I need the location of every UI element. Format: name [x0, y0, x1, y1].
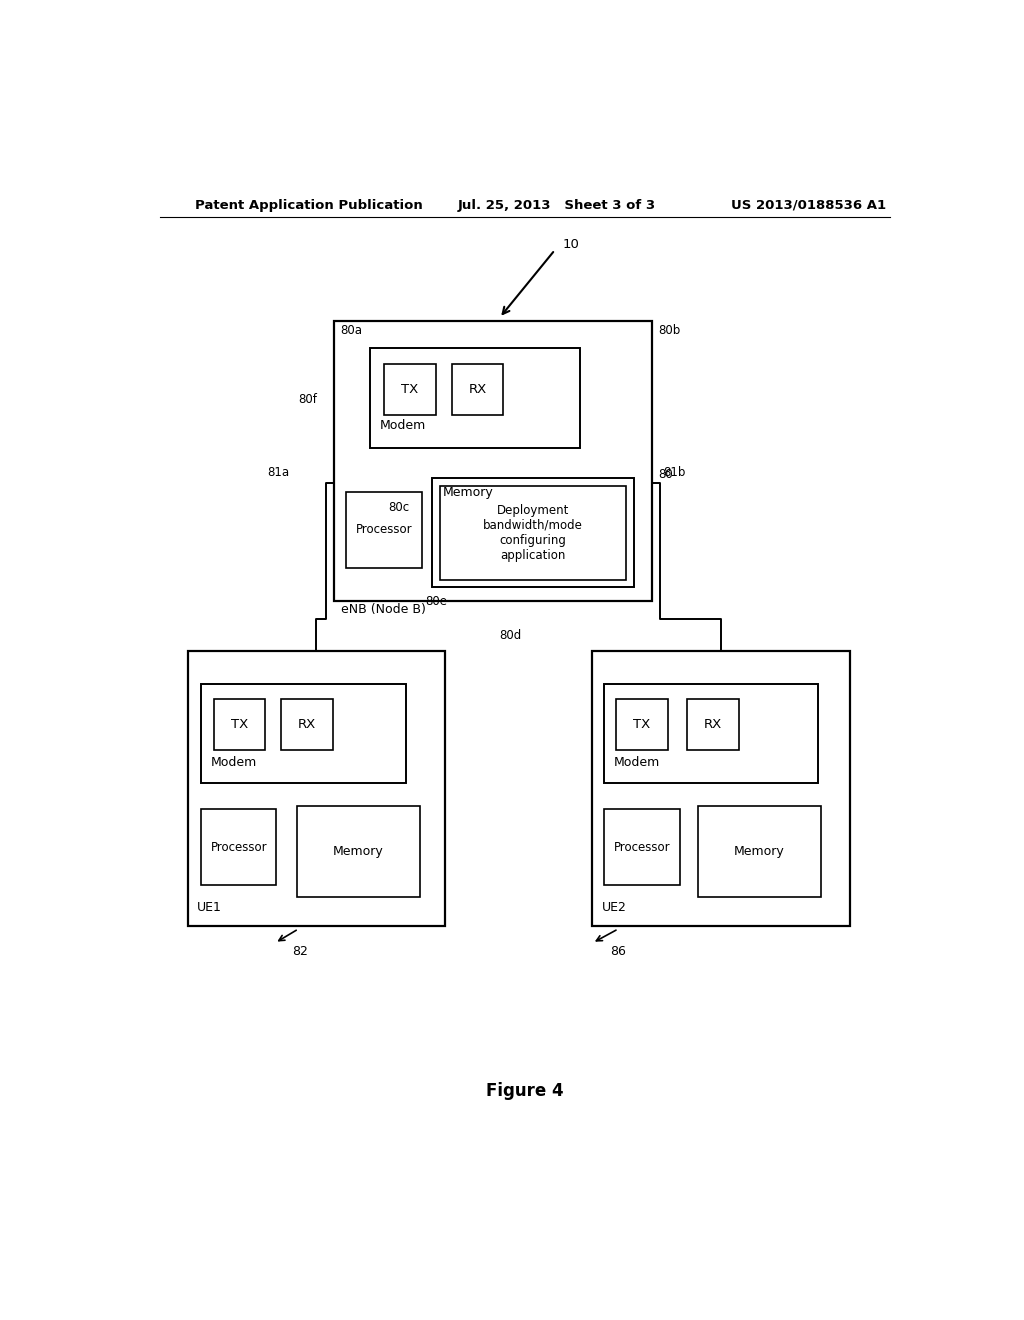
Bar [297, 805, 420, 898]
Bar [201, 809, 276, 886]
Text: Modem: Modem [380, 418, 426, 432]
Text: 81b: 81b [664, 466, 686, 479]
Text: eNB (Node B): eNB (Node B) [341, 602, 426, 615]
Text: RX: RX [468, 383, 486, 396]
Text: UE1: UE1 [197, 900, 222, 913]
Text: 10: 10 [563, 239, 580, 251]
Bar [201, 684, 406, 784]
Text: Modem: Modem [613, 756, 659, 770]
Text: TX: TX [230, 718, 248, 731]
Text: 80c: 80c [388, 500, 410, 513]
Bar [604, 809, 680, 886]
Text: Modem: Modem [211, 756, 257, 770]
Text: 80: 80 [658, 469, 673, 482]
Text: Figure 4: Figure 4 [486, 1082, 563, 1101]
Text: 80f: 80f [299, 393, 317, 405]
Text: RX: RX [705, 718, 722, 731]
Text: Memory: Memory [333, 845, 384, 858]
Bar [282, 700, 333, 750]
Text: Jul. 25, 2013   Sheet 3 of 3: Jul. 25, 2013 Sheet 3 of 3 [458, 198, 655, 211]
Bar [334, 321, 652, 601]
Text: 81a: 81a [267, 466, 289, 479]
Bar [452, 364, 504, 414]
Text: 80d: 80d [500, 630, 521, 642]
Bar [616, 700, 668, 750]
Text: 86: 86 [609, 945, 626, 958]
Bar [370, 348, 581, 447]
Bar [432, 478, 634, 587]
Bar [384, 364, 436, 414]
Text: Processor: Processor [355, 524, 413, 536]
Bar [346, 492, 422, 568]
Text: Deployment
bandwidth/mode
configuring
application: Deployment bandwidth/mode configuring ap… [483, 504, 583, 562]
Text: 82: 82 [292, 945, 308, 958]
Text: 80e: 80e [426, 595, 447, 609]
Text: Processor: Processor [613, 841, 670, 854]
Bar [604, 684, 818, 784]
Text: Memory: Memory [443, 486, 494, 499]
Bar [592, 651, 850, 925]
Bar [440, 486, 627, 581]
Text: Processor: Processor [210, 841, 267, 854]
Text: Patent Application Publication: Patent Application Publication [196, 198, 423, 211]
Text: 80b: 80b [658, 325, 680, 337]
Text: TX: TX [401, 383, 419, 396]
Text: Memory: Memory [734, 845, 784, 858]
Text: RX: RX [298, 718, 316, 731]
Text: 80a: 80a [341, 325, 362, 337]
Text: US 2013/0188536 A1: US 2013/0188536 A1 [731, 198, 886, 211]
Bar [214, 700, 265, 750]
Bar [687, 700, 739, 750]
Text: UE2: UE2 [602, 900, 627, 913]
Text: TX: TX [633, 718, 650, 731]
Bar [187, 651, 445, 925]
Bar [697, 805, 821, 898]
